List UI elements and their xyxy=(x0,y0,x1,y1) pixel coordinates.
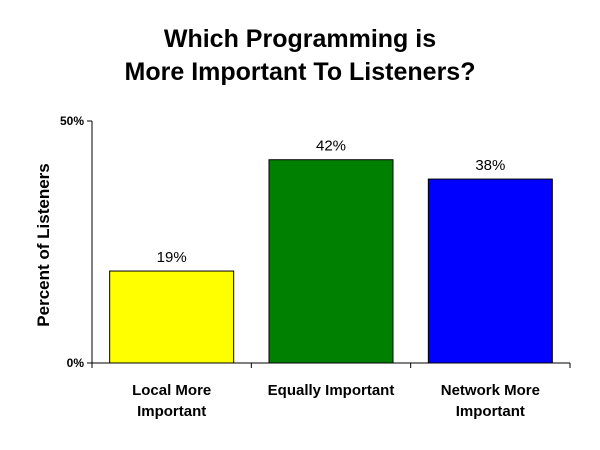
y-axis-label-group: Percent of Listeners xyxy=(34,163,53,326)
category-label: Local More xyxy=(132,382,211,399)
y-tick-label: 0% xyxy=(67,356,85,370)
bar xyxy=(427,178,553,364)
chart-title: Which Programming is More Important To Li… xyxy=(125,25,476,86)
bar-value-label: 38% xyxy=(475,157,505,174)
bar-value-label: 42% xyxy=(316,138,346,155)
category-label: Network More xyxy=(441,382,540,399)
category-label: Important xyxy=(456,403,525,420)
category-label: Important xyxy=(137,403,206,420)
chart-title-line: Which Programming is xyxy=(164,25,436,53)
y-axis-label: Percent of Listeners xyxy=(34,163,53,326)
bar xyxy=(109,270,235,364)
data-labels: 19% 42% 38% xyxy=(157,138,506,266)
category-labels: Local More Important Equally Important Netw… xyxy=(132,382,540,420)
bar-value-label: 19% xyxy=(157,249,187,266)
bar xyxy=(268,159,394,364)
y-tick-label: 50% xyxy=(60,114,84,128)
bars xyxy=(109,159,553,364)
category-label: Equally Important xyxy=(268,382,395,399)
chart-title-line: More Important To Listeners? xyxy=(125,58,476,86)
